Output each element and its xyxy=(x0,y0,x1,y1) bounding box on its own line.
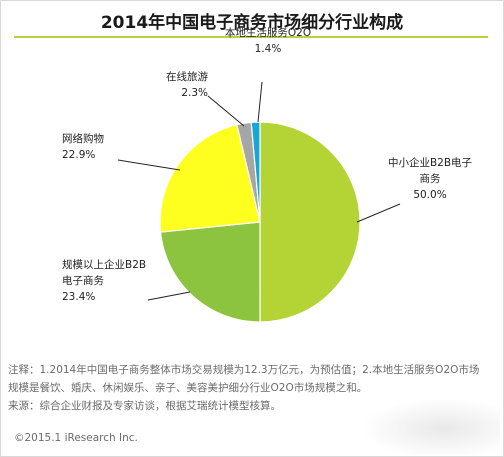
note-source: 来源：综合企业财报及专家访谈，根据艾瑞统计模型核算。 xyxy=(8,400,281,412)
watermark-smudge xyxy=(360,398,500,454)
pie-slice-0 xyxy=(259,121,361,323)
leader-line-3 xyxy=(207,95,245,127)
slice-name-label-3: 在线旅游 xyxy=(166,70,208,83)
slice-name-label-2: 网络购物 xyxy=(62,132,104,145)
leader-line-0 xyxy=(356,203,401,223)
leader-line-4 xyxy=(257,81,263,123)
title-divider xyxy=(14,36,488,38)
pie-slice-2 xyxy=(159,123,261,233)
slice-name-label-0: 商务 xyxy=(420,172,441,185)
slice-pct-label-0: 50.0% xyxy=(413,189,446,201)
slice-pct-label-1: 23.4% xyxy=(62,291,95,303)
chart-title: 2014年中国电子商务市场细分行业构成 xyxy=(100,13,404,33)
slice-pct-label-3: 2.3% xyxy=(181,87,208,99)
note-line-2: 规模是餐饮、婚庆、休闲娱乐、亲子、美容美护细分行业O2O市场规模之和。 xyxy=(8,382,368,394)
slice-pct-label-4: 1.4% xyxy=(255,43,282,55)
slice-name-label-0: 中小企业B2B电子 xyxy=(388,156,472,169)
chart-notes: 注释：1.2014年中国电子商务整体市场交易规模为12.3万亿元，为预估值；2.… xyxy=(8,361,486,415)
slice-name-label-4: 本地生活服务O2O xyxy=(225,26,311,39)
slice-pct-label-2: 22.9% xyxy=(62,149,95,161)
slice-name-label-1: 电子商务 xyxy=(62,274,104,287)
slice-name-label-1: 规模以上企业B2B xyxy=(62,258,146,271)
leader-line-2 xyxy=(117,159,181,171)
pie-slice-1 xyxy=(159,221,261,323)
leader-line-1 xyxy=(147,291,191,301)
pie-slice-4 xyxy=(250,121,261,223)
note-line-1: 注释：1.2014年中国电子商务整体市场交易规模为12.3万亿元，为预估值；2.… xyxy=(8,364,480,376)
copyright-text: ©2015.1 iResearch Inc. xyxy=(14,432,138,444)
